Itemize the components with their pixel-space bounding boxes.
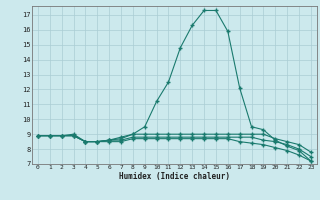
X-axis label: Humidex (Indice chaleur): Humidex (Indice chaleur) (119, 172, 230, 181)
